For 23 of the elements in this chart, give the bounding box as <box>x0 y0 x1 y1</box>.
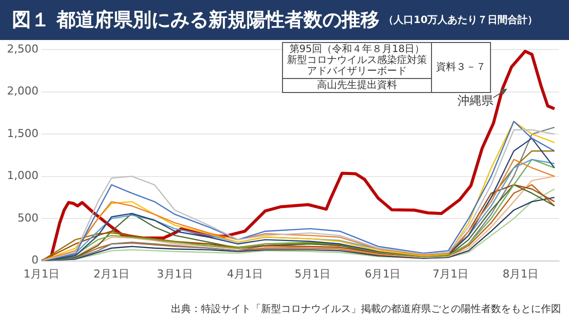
annotation: 資料３－７ <box>432 42 490 92</box>
x-tick-label: 4月1日 <box>226 267 263 280</box>
chart-subtitle: （人口10万人あたり７日間合計） <box>384 14 538 27</box>
x-tick-label: 8月1日 <box>502 267 539 280</box>
annotation: 第95回（令和４年８月18日） <box>289 44 425 55</box>
x-tick-label: 7月1日 <box>432 267 469 280</box>
y-tick-label: 0 <box>31 254 38 267</box>
x-tick-label: 3月1日 <box>156 267 193 280</box>
y-tick-label: 1,000 <box>6 169 38 182</box>
y-tick-label: 500 <box>17 211 38 224</box>
annotation: 高山先生提出資料 <box>282 78 432 92</box>
y-tick-label: 1,500 <box>6 126 38 140</box>
y-tick-label: 2,000 <box>6 84 38 98</box>
x-tick-label: 2月1日 <box>94 267 130 280</box>
annotation: 沖縄県 <box>457 94 494 108</box>
annotation: 新型コロナウイルス感染症対策 <box>287 55 427 66</box>
source-note: 出典：特設サイト「新型コロナウイルス」掲載の都道府県ごとの陽性者数をもとに作図 <box>171 302 561 316</box>
y-tick-label: 2,500 <box>6 42 38 56</box>
annotation: アドバイザリーボード <box>307 66 407 77</box>
chart-title: 図１ 都道府県別にみる新規陽性者数の推移 <box>12 8 380 33</box>
x-tick-label: 6月1日 <box>364 267 401 280</box>
x-tick-label: 1月1日 <box>23 267 60 280</box>
x-tick-label: 5月1日 <box>294 267 331 280</box>
